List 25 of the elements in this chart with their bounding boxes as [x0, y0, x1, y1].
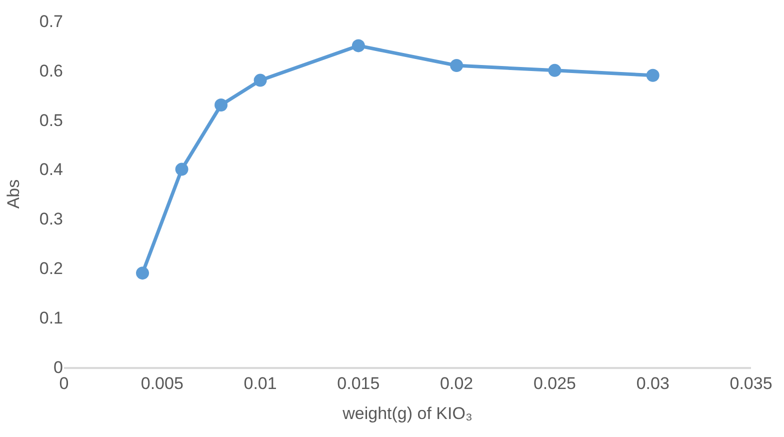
- x-tick-label: 0.02: [440, 374, 474, 394]
- point: [450, 58, 464, 72]
- y-tick-label: 0.4: [39, 160, 63, 180]
- y-tick-label: 0.6: [39, 61, 63, 80]
- y-tick-label: 0: [54, 358, 63, 377]
- x-tick-label: 0.025: [533, 374, 576, 394]
- y-tick-label: 0.2: [39, 259, 63, 278]
- y-tick-label: 0.7: [39, 12, 63, 31]
- x-tick-label: 0.01: [244, 374, 277, 394]
- point: [214, 98, 228, 112]
- y-tick-label: 0.3: [39, 210, 63, 229]
- point: [254, 74, 267, 87]
- point: [136, 266, 150, 280]
- y-axis-title: Abs: [4, 179, 23, 209]
- point: [175, 162, 188, 176]
- x-axis-title: weight(g) of KIO₃: [342, 404, 472, 424]
- x-tick-label: 0.015: [337, 374, 380, 394]
- x-tick-label: 0.005: [140, 374, 184, 394]
- x-tick-label: 0.03: [636, 374, 670, 394]
- y-tick-label: 0.1: [39, 308, 63, 328]
- point: [352, 39, 365, 52]
- point: [646, 68, 660, 82]
- y-tick-label: 0.5: [39, 110, 63, 130]
- x-tick-label: 0.035: [730, 374, 772, 394]
- point: [548, 64, 562, 77]
